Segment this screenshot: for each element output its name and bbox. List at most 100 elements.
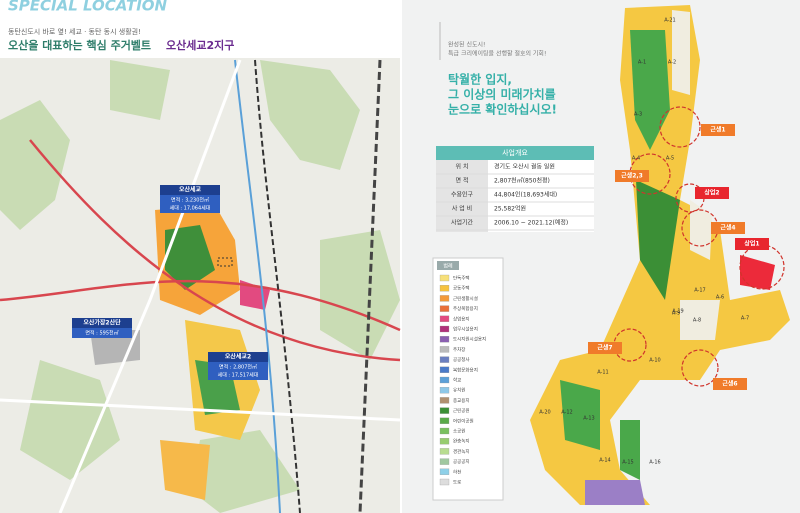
legend-label: 근린생활시설 xyxy=(453,295,478,302)
lot-label: A-20 xyxy=(539,410,550,416)
legend-swatch xyxy=(439,407,450,414)
legend-swatch xyxy=(439,376,450,384)
map-box-line: 면적 : 2,807천㎡ xyxy=(219,364,257,371)
table-head xyxy=(436,146,594,160)
map-roads xyxy=(0,59,401,513)
legend-label: 공공공지 xyxy=(453,458,470,465)
callout-label: 근생7 xyxy=(597,344,612,352)
callout-label: 근생6 xyxy=(722,380,737,388)
map-box-line: 세대 : 17,517세대 xyxy=(218,372,259,379)
legend-head xyxy=(437,261,459,270)
legend-label: 소공원 xyxy=(453,428,465,435)
legend-label: 복합문화용지 xyxy=(453,366,478,373)
lot-label: A-1 xyxy=(638,60,646,66)
left-title: 오산을 대표하는 핵심 주거벨트 xyxy=(8,38,151,52)
callout-label: 근생4 xyxy=(720,224,735,232)
legend-label: 공동주택 xyxy=(453,285,470,292)
map-box xyxy=(160,185,220,195)
map-greenery xyxy=(0,60,400,513)
callout-tag xyxy=(713,378,747,390)
map-box-name: 오산세교 xyxy=(179,186,202,194)
header-title: SPECIAL LOCATION xyxy=(8,0,168,15)
legend-label: 주차장 xyxy=(453,346,465,353)
map-box xyxy=(208,352,268,362)
callout-tag xyxy=(735,238,769,250)
legend-label: 완충녹지 xyxy=(453,438,470,445)
map-box-body xyxy=(72,328,132,338)
legend-swatch xyxy=(439,397,450,404)
legend-swatch xyxy=(439,336,450,343)
lot-label: A-19 xyxy=(672,309,683,315)
map-box xyxy=(72,318,132,328)
table-label: 면 적 xyxy=(456,177,469,185)
callout-tag xyxy=(588,342,622,354)
table-label: 위 치 xyxy=(456,163,469,171)
table-value: 44,804인(18,693세대) xyxy=(494,191,557,199)
right-headline: 그 이상의 미래가치를 xyxy=(448,87,556,102)
lot-label: A-8 xyxy=(693,318,701,324)
legend-swatch xyxy=(439,448,450,455)
legend-swatch xyxy=(439,295,450,302)
callout-tag xyxy=(695,187,729,199)
legend-swatch xyxy=(439,305,450,312)
legend-label: 학교 xyxy=(453,377,461,384)
lot-label: A-3 xyxy=(634,112,642,118)
map-box-line: 세대 : 17,064세대 xyxy=(170,205,211,212)
table-label: 수용인구 xyxy=(451,192,474,199)
lot-label: A-17 xyxy=(694,288,705,294)
right-kicker: 특급 크리에이팅을 선행할 절호의 기회! xyxy=(448,50,546,58)
lot-label: A-12 xyxy=(561,410,572,416)
callout-tag xyxy=(615,170,649,182)
map-box-line: 면적 : 3,230천㎡ xyxy=(171,197,209,204)
table-title: 사업개요 xyxy=(502,148,528,157)
callout-label: 근생1 xyxy=(710,126,725,134)
callout-label: 상업1 xyxy=(744,240,759,248)
table-value: 2,807천㎡(850천평) xyxy=(494,177,550,185)
map-box-body xyxy=(208,362,268,380)
legend-swatch xyxy=(439,458,450,465)
legend-swatch xyxy=(439,478,450,486)
legend-swatch xyxy=(439,366,450,373)
legend-label: 하천 xyxy=(453,468,461,475)
table-value: 2006.10 ~ 2021.12(예정) xyxy=(494,219,568,227)
left-kicker: 동탄신도시 바로 옆! 세교 · 동탄 동시 생활권! xyxy=(8,27,141,36)
right-kicker: 완성된 신도시! xyxy=(448,41,485,49)
legend-swatch xyxy=(439,285,450,292)
callout-tag xyxy=(701,124,735,136)
lot-label: A-5 xyxy=(666,156,674,162)
left-highlight: 오산세교2지구 xyxy=(166,38,234,52)
legend-label: 업무시설용지 xyxy=(453,326,478,333)
table-label: 사 업 비 xyxy=(452,205,472,213)
legend-swatch xyxy=(439,346,450,353)
legend-swatch xyxy=(439,438,450,445)
table-label: 사업기간 xyxy=(451,219,474,227)
lot-label: A-16 xyxy=(649,460,660,466)
legend-label: 유치원 xyxy=(453,387,465,394)
lot-label: A-14 xyxy=(599,458,610,464)
lot-label: A-10 xyxy=(649,358,660,364)
legend-label: 근린공원 xyxy=(453,407,470,414)
lot-label: A-13 xyxy=(583,416,594,422)
lot-label: A-4 xyxy=(632,156,640,162)
callout-label: 상업2 xyxy=(704,189,719,197)
right-headline: 눈으로 확인하십시오! xyxy=(448,102,557,117)
map-box-body xyxy=(160,195,220,213)
map-box-line: 면적 : 595천㎡ xyxy=(85,330,118,337)
legend-swatch xyxy=(439,468,450,475)
legend-swatch xyxy=(439,315,450,322)
lot-label: A-6 xyxy=(716,295,724,301)
legend-title: 범례 xyxy=(443,263,453,270)
map-box-name: 오산가장2산단 xyxy=(83,319,121,327)
lot-label: A-9 xyxy=(672,311,680,317)
table-value: 25,582억원 xyxy=(494,205,526,213)
legend-label: 상업용지 xyxy=(453,315,470,322)
lot-label: A-7 xyxy=(741,316,749,322)
legend-swatch xyxy=(439,417,450,424)
legend-label: 공공청사 xyxy=(453,356,470,363)
legend-label: 경관녹지 xyxy=(453,448,470,455)
legend-label: 단독주택 xyxy=(453,275,470,282)
map-box-name: 오산세교2 xyxy=(225,353,251,361)
legend-label: 어린이공원 xyxy=(453,417,474,424)
right-headline: 탁월한 입지, xyxy=(448,72,512,87)
